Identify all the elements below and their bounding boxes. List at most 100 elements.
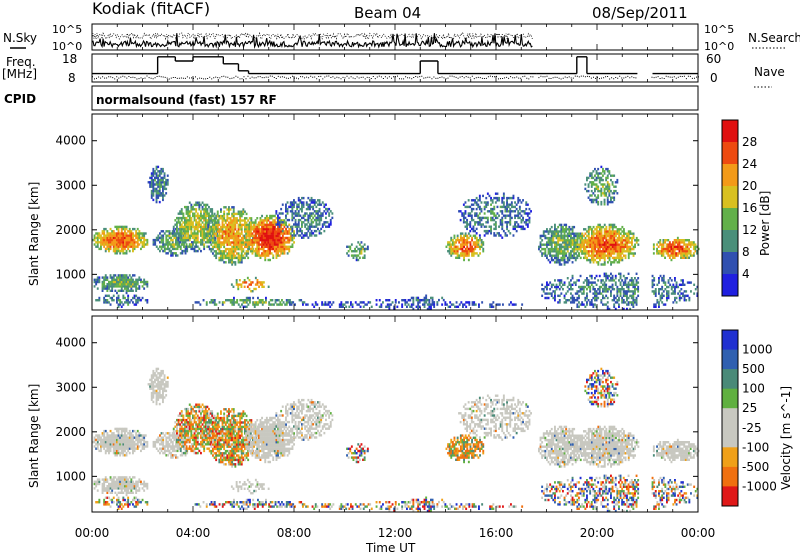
- power-cell: [528, 218, 531, 222]
- power-cell: [132, 238, 134, 242]
- power-cell: [215, 303, 218, 306]
- power-cell: [136, 301, 139, 304]
- power-cell: [290, 303, 293, 306]
- power-cell: [562, 250, 564, 253]
- power-cell: [300, 299, 303, 302]
- power-cell: [469, 234, 472, 237]
- power-cell: [342, 305, 344, 308]
- power-cell: [360, 250, 363, 253]
- power-cell: [187, 210, 190, 213]
- power-cell: [275, 236, 278, 240]
- velocity-cell: [108, 440, 110, 444]
- power-cell: [223, 256, 226, 260]
- power-cell: [423, 301, 426, 304]
- power-cell: [491, 207, 494, 211]
- power-cell: [253, 303, 256, 306]
- power-cell: [616, 301, 619, 304]
- power-cell: [228, 254, 230, 257]
- power-cell: [467, 250, 470, 253]
- power-cell: [98, 278, 101, 281]
- power-cell: [441, 303, 444, 306]
- power-cell: [402, 299, 405, 302]
- power-cell: [251, 239, 254, 242]
- power-cell: [428, 303, 431, 306]
- power-cell: [288, 232, 291, 235]
- power-cell: [385, 299, 388, 302]
- power-cell: [212, 228, 214, 231]
- power-cell: [509, 221, 512, 224]
- power-cell: [635, 299, 638, 302]
- power-cell: [176, 236, 178, 240]
- power-cell: [467, 254, 470, 257]
- power-cell: [506, 201, 508, 204]
- power-cell: [626, 307, 628, 311]
- power-cell: [163, 183, 166, 186]
- power-cell: [228, 247, 230, 251]
- power-cell: [262, 247, 265, 251]
- power-cell: [272, 243, 275, 246]
- power-cell: [602, 183, 604, 186]
- power-cell: [626, 250, 629, 253]
- power-cell: [232, 217, 235, 220]
- power-cell: [280, 241, 283, 244]
- power-cell: [224, 236, 227, 240]
- power-cell: [203, 238, 206, 242]
- power-cell: [221, 232, 224, 235]
- power-cell: [618, 254, 621, 257]
- power-cell: [143, 236, 146, 240]
- power-cell: [200, 249, 202, 253]
- power-cell: [275, 243, 278, 246]
- power-cell: [358, 256, 361, 259]
- power-cell: [388, 305, 391, 308]
- power-cell: [627, 283, 630, 286]
- power-cell: [242, 247, 245, 251]
- power-cell: [608, 245, 611, 249]
- colorbar-swatch: [722, 208, 738, 231]
- power-cell: [611, 228, 614, 231]
- power-cell: [480, 241, 483, 244]
- power-cell: [293, 236, 295, 240]
- power-cell: [297, 221, 300, 224]
- power-cell: [504, 221, 507, 224]
- power-cell: [515, 229, 518, 233]
- power-cell: [309, 216, 311, 220]
- power-cell: [146, 301, 149, 304]
- power-cell: [606, 203, 609, 206]
- power-cell: [218, 250, 221, 253]
- power-cell: [573, 250, 576, 253]
- power-cell: [557, 261, 560, 264]
- power-cell: [401, 299, 404, 302]
- power-cell: [165, 192, 168, 195]
- power-cell: [111, 285, 114, 288]
- velocity-cell: [103, 445, 106, 448]
- power-cell: [546, 254, 548, 257]
- velocity-cell: [114, 454, 117, 457]
- power-cell: [204, 203, 207, 207]
- power-cell: [158, 174, 161, 177]
- velocity-cell: [104, 443, 107, 446]
- power-cell: [479, 239, 481, 242]
- power-cell: [309, 203, 311, 206]
- power-cell: [594, 277, 596, 280]
- power-cell: [218, 232, 221, 235]
- power-cell: [125, 276, 128, 279]
- power-cell: [600, 292, 603, 295]
- power-cell: [350, 250, 353, 253]
- power-cell: [302, 221, 305, 224]
- power-cell: [619, 294, 622, 297]
- velocity-cell: [96, 440, 99, 444]
- power-cell: [310, 218, 313, 222]
- power-cell: [293, 212, 295, 215]
- power-cell: [193, 241, 196, 244]
- power-cell: [155, 167, 158, 171]
- power-cell: [271, 303, 274, 306]
- power-cell: [136, 278, 139, 281]
- power-cell: [146, 280, 149, 284]
- velocity-cell: [114, 443, 117, 446]
- power-cell: [676, 254, 679, 257]
- power-cell: [206, 241, 209, 244]
- power-cell: [546, 256, 548, 260]
- power-cell: [216, 234, 219, 238]
- power-cell: [228, 241, 230, 244]
- power-cell: [278, 228, 281, 231]
